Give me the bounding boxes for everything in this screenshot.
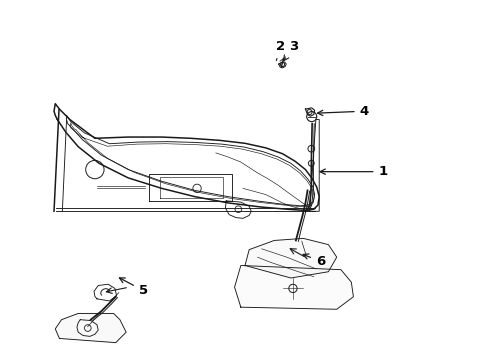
- Polygon shape: [245, 238, 337, 278]
- Text: 4: 4: [318, 105, 369, 118]
- Text: 3: 3: [284, 40, 298, 61]
- Text: 5: 5: [120, 278, 148, 297]
- Text: 2: 2: [276, 40, 285, 60]
- Text: 6: 6: [303, 254, 325, 268]
- Text: 1: 1: [320, 165, 388, 178]
- Polygon shape: [235, 265, 353, 309]
- Polygon shape: [55, 314, 126, 343]
